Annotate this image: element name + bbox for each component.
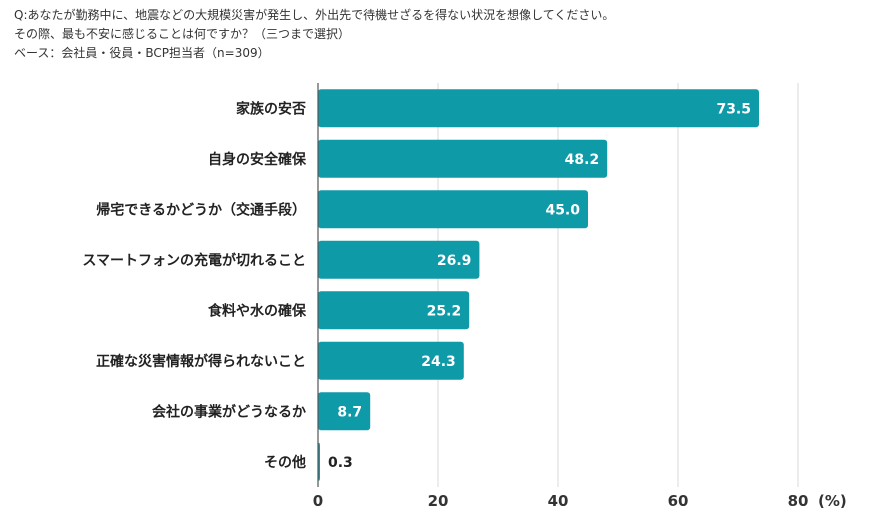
data-label: 26.9 [437, 253, 472, 269]
category-label: 自身の安全確保 [208, 151, 307, 168]
data-label: 25.2 [427, 303, 462, 319]
bar [318, 392, 371, 431]
data-label: 0.3 [328, 455, 353, 471]
bar [318, 89, 759, 128]
tick-label: 80 [788, 492, 809, 510]
bar [318, 240, 480, 279]
tick-label: 20 [428, 492, 449, 510]
question-subtext: その際、最も不安に感じることは何ですか？（三つまで選択） [14, 27, 351, 41]
question-header: Q:あなたが勤務中に、地震などの大規模災害が発生し、外出先で待機せざるを得ない状… [14, 6, 614, 63]
category-label: 家族の安否 [236, 100, 306, 117]
category-label: 食料や水の確保 [208, 302, 307, 319]
category-label: 帰宅できるかどうか（交通手段） [96, 201, 306, 218]
data-label: 73.5 [716, 101, 751, 117]
base-info: ベース：会社員・役員・BCP担当者（n=309） [14, 46, 270, 60]
tick-label: 40 [548, 492, 569, 510]
data-label: 45.0 [545, 202, 580, 218]
category-label: 会社の事業がどうなるか [152, 403, 306, 420]
data-label: 8.7 [337, 404, 362, 420]
axis-unit: (%) [818, 492, 847, 510]
bar [318, 341, 464, 380]
category-label: その他 [264, 454, 306, 471]
tick-label: 60 [668, 492, 689, 510]
bar [318, 291, 470, 330]
data-label: 24.3 [421, 354, 456, 370]
bar [318, 139, 608, 178]
category-label: 正確な災害情報が得られないこと [96, 353, 306, 370]
question-text: Q:あなたが勤務中に、地震などの大規模災害が発生し、外出先で待機せざるを得ない状… [14, 8, 615, 22]
data-label: 48.2 [565, 152, 600, 168]
bar [318, 190, 588, 229]
category-label: スマートフォンの充電が切れること [82, 252, 306, 269]
tick-label: 0 [313, 492, 323, 510]
